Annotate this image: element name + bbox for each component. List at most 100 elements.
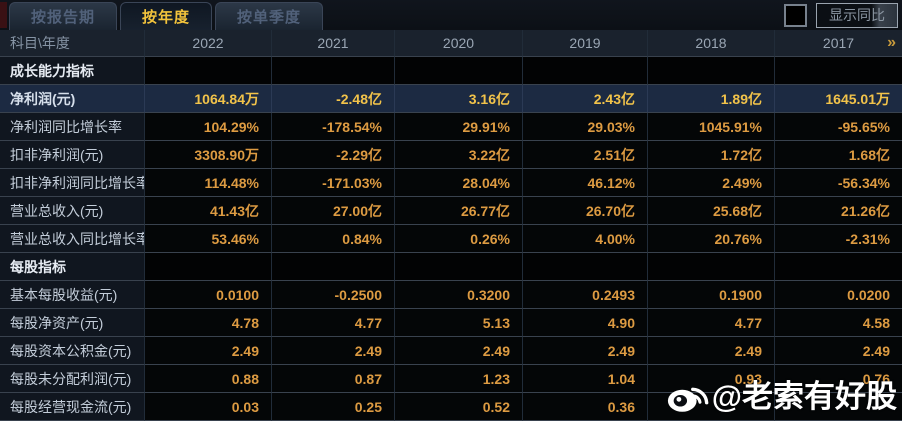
value-cell: 4.58 [775,309,902,337]
value-cell: -2.31% [775,225,902,253]
value-cell [145,57,272,85]
corner-label: 科目\年度 [0,30,145,57]
value-cell: 1.23 [395,365,523,393]
value-cell: -2.48亿 [272,85,395,113]
tab-quarterly[interactable]: 按单季度 [215,2,324,30]
table-row: 营业总收入(元) 41.43亿 27.00亿 26.77亿 26.70亿 25.68亿 21… [0,197,902,225]
table-row: 净利润同比增长率 104.29% -178.54% 29.91% 29.03% 1045.… [0,113,902,141]
value-cell: 0.76 [775,365,902,393]
table-row: 每股资本公积金(元) 2.49 2.49 2.49 2.49 2.49 2.49 [0,337,902,365]
year-header-2017: 2017» [775,30,902,57]
value-cell [523,57,648,85]
show-yoy-checkbox[interactable] [784,4,807,27]
table-row: 每股指标 [0,253,902,281]
value-cell: 1645.01万 [775,85,902,113]
row-label: 净利润(元) [0,85,145,113]
table-row: 扣非净利润同比增长率 114.48% -171.03% 28.04% 46.12% 2.4… [0,169,902,197]
row-label: 营业总收入(元) [0,197,145,225]
tab-annual[interactable]: 按年度 [120,2,213,30]
header-controls: 显示同比 [784,3,898,28]
value-cell: 1064.84万 [145,85,272,113]
value-cell [648,253,775,281]
value-cell: 20.76% [648,225,775,253]
value-cell: 41.43亿 [145,197,272,225]
value-cell: 0.87 [272,365,395,393]
value-cell: 2.49% [648,169,775,197]
value-cell: 3.16亿 [395,85,523,113]
value-cell: -0.2500 [272,281,395,309]
row-label: 每股资本公积金(元) [0,337,145,365]
value-cell [775,393,902,421]
value-cell: 25.68亿 [648,197,775,225]
table-row: 每股净资产(元) 4.78 4.77 5.13 4.90 4.77 4.58 [0,309,902,337]
more-columns-icon[interactable]: » [887,34,896,51]
value-cell: 0.0100 [145,281,272,309]
value-cell: 2.49 [648,337,775,365]
value-cell: 114.48% [145,169,272,197]
value-cell: 0.36 [523,393,648,421]
value-cell: -171.03% [272,169,395,197]
value-cell: 104.29% [145,113,272,141]
value-cell: 4.77 [272,309,395,337]
value-cell: 1.89亿 [648,85,775,113]
value-cell: 28.04% [395,169,523,197]
table-row: 净利润(元) 1064.84万 -2.48亿 3.16亿 2.43亿 1.89亿 1645.… [0,85,902,113]
value-cell: 2.49 [395,337,523,365]
row-label: 每股净资产(元) [0,309,145,337]
financial-table: 科目\年度 2022 2021 2020 2019 2018 2017» 成长能力指标 净利润(… [0,30,902,421]
year-header-2019: 2019 [523,30,648,57]
value-cell: 4.90 [523,309,648,337]
row-label: 每股未分配利润(元) [0,365,145,393]
row-label: 扣非净利润(元) [0,141,145,169]
value-cell [775,253,902,281]
value-cell: 0.1900 [648,281,775,309]
table-row: 扣非净利润(元) 3308.90万 -2.29亿 3.22亿 2.51亿 1.72亿 1.6… [0,141,902,169]
year-header-2020: 2020 [395,30,523,57]
tab-group: 按报告期 按年度 按单季度 [9,2,324,30]
row-label: 每股指标 [0,253,145,281]
value-cell: 2.49 [272,337,395,365]
value-cell [648,393,775,421]
value-cell: 53.46% [145,225,272,253]
value-cell: 2.51亿 [523,141,648,169]
value-cell: -95.65% [775,113,902,141]
value-cell: 4.78 [145,309,272,337]
value-cell: 2.49 [145,337,272,365]
value-cell: 26.77亿 [395,197,523,225]
row-label: 营业总收入同比增长率 [0,225,145,253]
table-header-row: 科目\年度 2022 2021 2020 2019 2018 2017» [0,30,902,57]
table-row: 每股经营现金流(元) 0.03 0.25 0.52 0.36 [0,393,902,421]
tab-bar: 按报告期 按年度 按单季度 显示同比 [0,0,902,30]
value-cell: 26.70亿 [523,197,648,225]
show-yoy-button[interactable]: 显示同比 [816,3,898,28]
value-cell: 46.12% [523,169,648,197]
value-cell [145,253,272,281]
year-header-2018: 2018 [648,30,775,57]
value-cell: 0.52 [395,393,523,421]
value-cell [395,253,523,281]
row-label: 扣非净利润同比增长率 [0,169,145,197]
value-cell: -2.29亿 [272,141,395,169]
left-edge-accent [0,2,7,28]
value-cell: 0.84% [272,225,395,253]
value-cell: 1045.91% [648,113,775,141]
value-cell [272,253,395,281]
value-cell: 4.77 [648,309,775,337]
value-cell: 2.43亿 [523,85,648,113]
value-cell: 2.49 [523,337,648,365]
value-cell: -56.34% [775,169,902,197]
value-cell: 27.00亿 [272,197,395,225]
value-cell: -178.54% [272,113,395,141]
value-cell: 5.13 [395,309,523,337]
value-cell: 3308.90万 [145,141,272,169]
tab-report-period[interactable]: 按报告期 [9,2,118,30]
value-cell: 1.04 [523,365,648,393]
row-label: 成长能力指标 [0,57,145,85]
year-header-2022: 2022 [145,30,272,57]
table-row: 每股未分配利润(元) 0.88 0.87 1.23 1.04 0.93 0.76 [0,365,902,393]
value-cell [775,57,902,85]
value-cell: 21.26亿 [775,197,902,225]
value-cell: 29.91% [395,113,523,141]
value-cell [395,57,523,85]
value-cell: 0.26% [395,225,523,253]
